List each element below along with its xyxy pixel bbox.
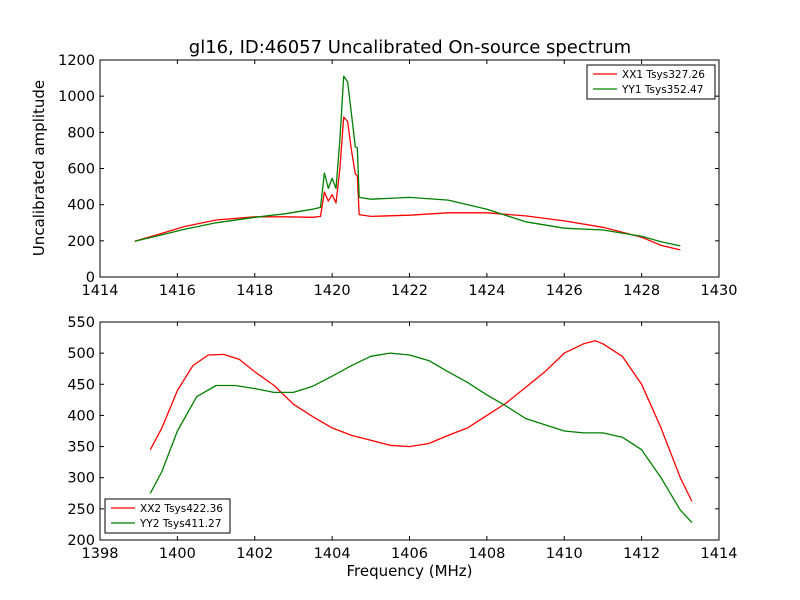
y-tick-label: 400 xyxy=(67,198,95,214)
y-tick-label: 350 xyxy=(67,440,95,456)
x-tick-label: 1402 xyxy=(236,546,273,562)
x-tick-label: 1418 xyxy=(236,283,273,299)
y-tick-label: 600 xyxy=(67,162,95,178)
x-tick-label: 1414 xyxy=(701,546,738,562)
y-tick-label: 800 xyxy=(67,125,95,141)
y-tick-label: 1200 xyxy=(58,53,95,69)
x-tick-label: 1406 xyxy=(391,546,428,562)
y-tick-label: 500 xyxy=(67,346,95,362)
x-tick-label: 1420 xyxy=(314,283,351,299)
y-tick-label: 450 xyxy=(67,377,95,393)
legend-label: YY1 Tsys352.47 xyxy=(621,84,703,96)
y-tick-label: 200 xyxy=(67,234,95,250)
top-plot: 1414 1416 1418 1420 1422 1424 1426 1428 1430 0 200… xyxy=(30,53,737,299)
x-tick-label: 1424 xyxy=(468,283,505,299)
series-line-1 xyxy=(134,116,681,251)
x-tick-label: 1412 xyxy=(623,546,660,562)
legend-label: XX2 Tsys422.36 xyxy=(140,503,223,515)
y-tick-label: 400 xyxy=(67,408,95,424)
y-tick-label: 550 xyxy=(67,315,95,331)
x-tick-label: 1404 xyxy=(314,546,351,562)
legend: XX2 Tsys422.36 YY2 Tsys411.27 xyxy=(104,498,231,534)
x-tick-label: 1398 xyxy=(82,546,119,562)
y-tick-label: 1000 xyxy=(58,89,95,105)
x-tick-label: 1408 xyxy=(468,546,505,562)
x-tick-label: 1430 xyxy=(701,283,738,299)
legend-label: YY2 Tsys411.27 xyxy=(139,518,221,530)
x-tick-label: 1414 xyxy=(82,283,119,299)
bottom-plot: 1398 1400 1402 1404 1406 1408 1410 1412 1414 200 2… xyxy=(67,315,737,580)
y-tick-label: 300 xyxy=(67,471,95,487)
y-tick-label: 200 xyxy=(67,533,95,549)
legend-box xyxy=(586,64,716,100)
x-tick-label: 1410 xyxy=(546,546,583,562)
x-tick-label: 1400 xyxy=(159,546,196,562)
x-tick-label: 1416 xyxy=(159,283,196,299)
y-tick-label: 250 xyxy=(67,502,95,518)
series-line-2 xyxy=(149,352,693,524)
series-line-2 xyxy=(134,75,681,247)
x-tick-label: 1428 xyxy=(623,283,660,299)
x-tick-label: 1426 xyxy=(546,283,583,299)
chart-title: gl16, ID:46057 Uncalibrated On-source sp… xyxy=(189,37,631,58)
legend-label: XX1 Tsys327.26 xyxy=(622,69,705,81)
y-axis-label: Uncalibrated amplitude xyxy=(30,80,48,256)
y-tick-label: 0 xyxy=(86,270,95,286)
x-tick-label: 1422 xyxy=(391,283,428,299)
series-line-1 xyxy=(149,340,693,502)
legend-box xyxy=(104,498,231,534)
x-axis-label: Frequency (MHz) xyxy=(346,562,472,580)
legend: XX1 Tsys327.26 YY1 Tsys352.47 xyxy=(586,64,716,100)
